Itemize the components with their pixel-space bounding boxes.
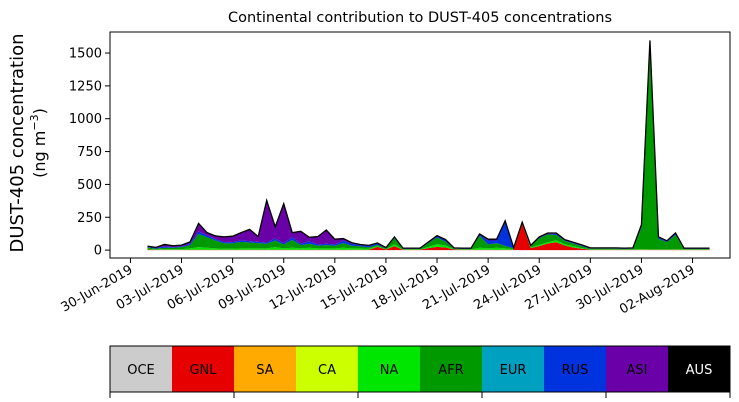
legend-label-sa: SA xyxy=(256,363,273,378)
stacked-areas xyxy=(147,40,710,251)
y-axis-unit-exponent: −3 xyxy=(28,114,41,130)
total-outline xyxy=(147,40,710,250)
legend-swatch-sa xyxy=(234,346,296,392)
legend-label-gnl: GNL xyxy=(189,363,217,378)
legend-swatch-oce xyxy=(110,346,172,392)
y-axis-label: DUST-405 concentration (ng m−3) xyxy=(7,33,49,252)
area-series-rus xyxy=(147,45,710,249)
legend-swatch-afr xyxy=(420,346,482,392)
legend-swatch-aus xyxy=(668,346,730,392)
legend-label-afr: AFR xyxy=(438,363,463,378)
y-tick-label: 0 xyxy=(94,244,102,259)
y-axis-label-unit: (ng m−3) xyxy=(28,108,49,178)
y-tick-label: 1250 xyxy=(69,79,102,94)
legend-swatch-ca xyxy=(296,346,358,392)
y-tick-label: 1500 xyxy=(69,47,102,62)
legend-label-asi: ASI xyxy=(627,363,648,378)
legend-swatch-rus xyxy=(544,346,606,392)
legend-label-rus: RUS xyxy=(562,363,589,378)
y-axis-label-main: DUST-405 concentration xyxy=(7,33,28,252)
legend-frame xyxy=(109,345,731,393)
legend-label-oce: OCE xyxy=(127,363,155,378)
legend-swatch-eur xyxy=(482,346,544,392)
legend-swatch-na xyxy=(358,346,420,392)
y-tick-label: 750 xyxy=(77,145,102,160)
y-tick-label: 250 xyxy=(77,211,102,226)
legend-colorbar: OCE GNL SA CA NA AFR EUR RUS ASI AUS xyxy=(109,345,731,398)
y-axis-unit-base: (ng m xyxy=(30,131,49,178)
x-axis-ticks: 30-Jun-201903-Jul-201906-Jul-201909-Jul-… xyxy=(59,258,698,318)
legend-swatch-asi xyxy=(606,346,668,392)
y-axis-unit-close: ) xyxy=(30,108,49,114)
legend-label-ca: CA xyxy=(318,363,336,378)
area-series-eur xyxy=(147,49,710,249)
legend-label-eur: EUR xyxy=(500,363,527,378)
legend-label-na: NA xyxy=(380,363,399,378)
area-series-asi xyxy=(147,40,710,249)
chart-title: Continental contribution to DUST-405 con… xyxy=(228,10,612,26)
legend-label-aus: AUS xyxy=(686,363,713,378)
area-series-aus xyxy=(147,40,710,249)
plot-frame xyxy=(109,31,731,259)
legend-swatch-gnl xyxy=(172,346,234,392)
y-axis-ticks: 0 250 500 750 1000 1250 1500 xyxy=(69,47,110,259)
y-tick-label: 1000 xyxy=(69,112,102,127)
y-tick-label: 500 xyxy=(77,178,102,193)
area-series-afr xyxy=(147,49,710,250)
